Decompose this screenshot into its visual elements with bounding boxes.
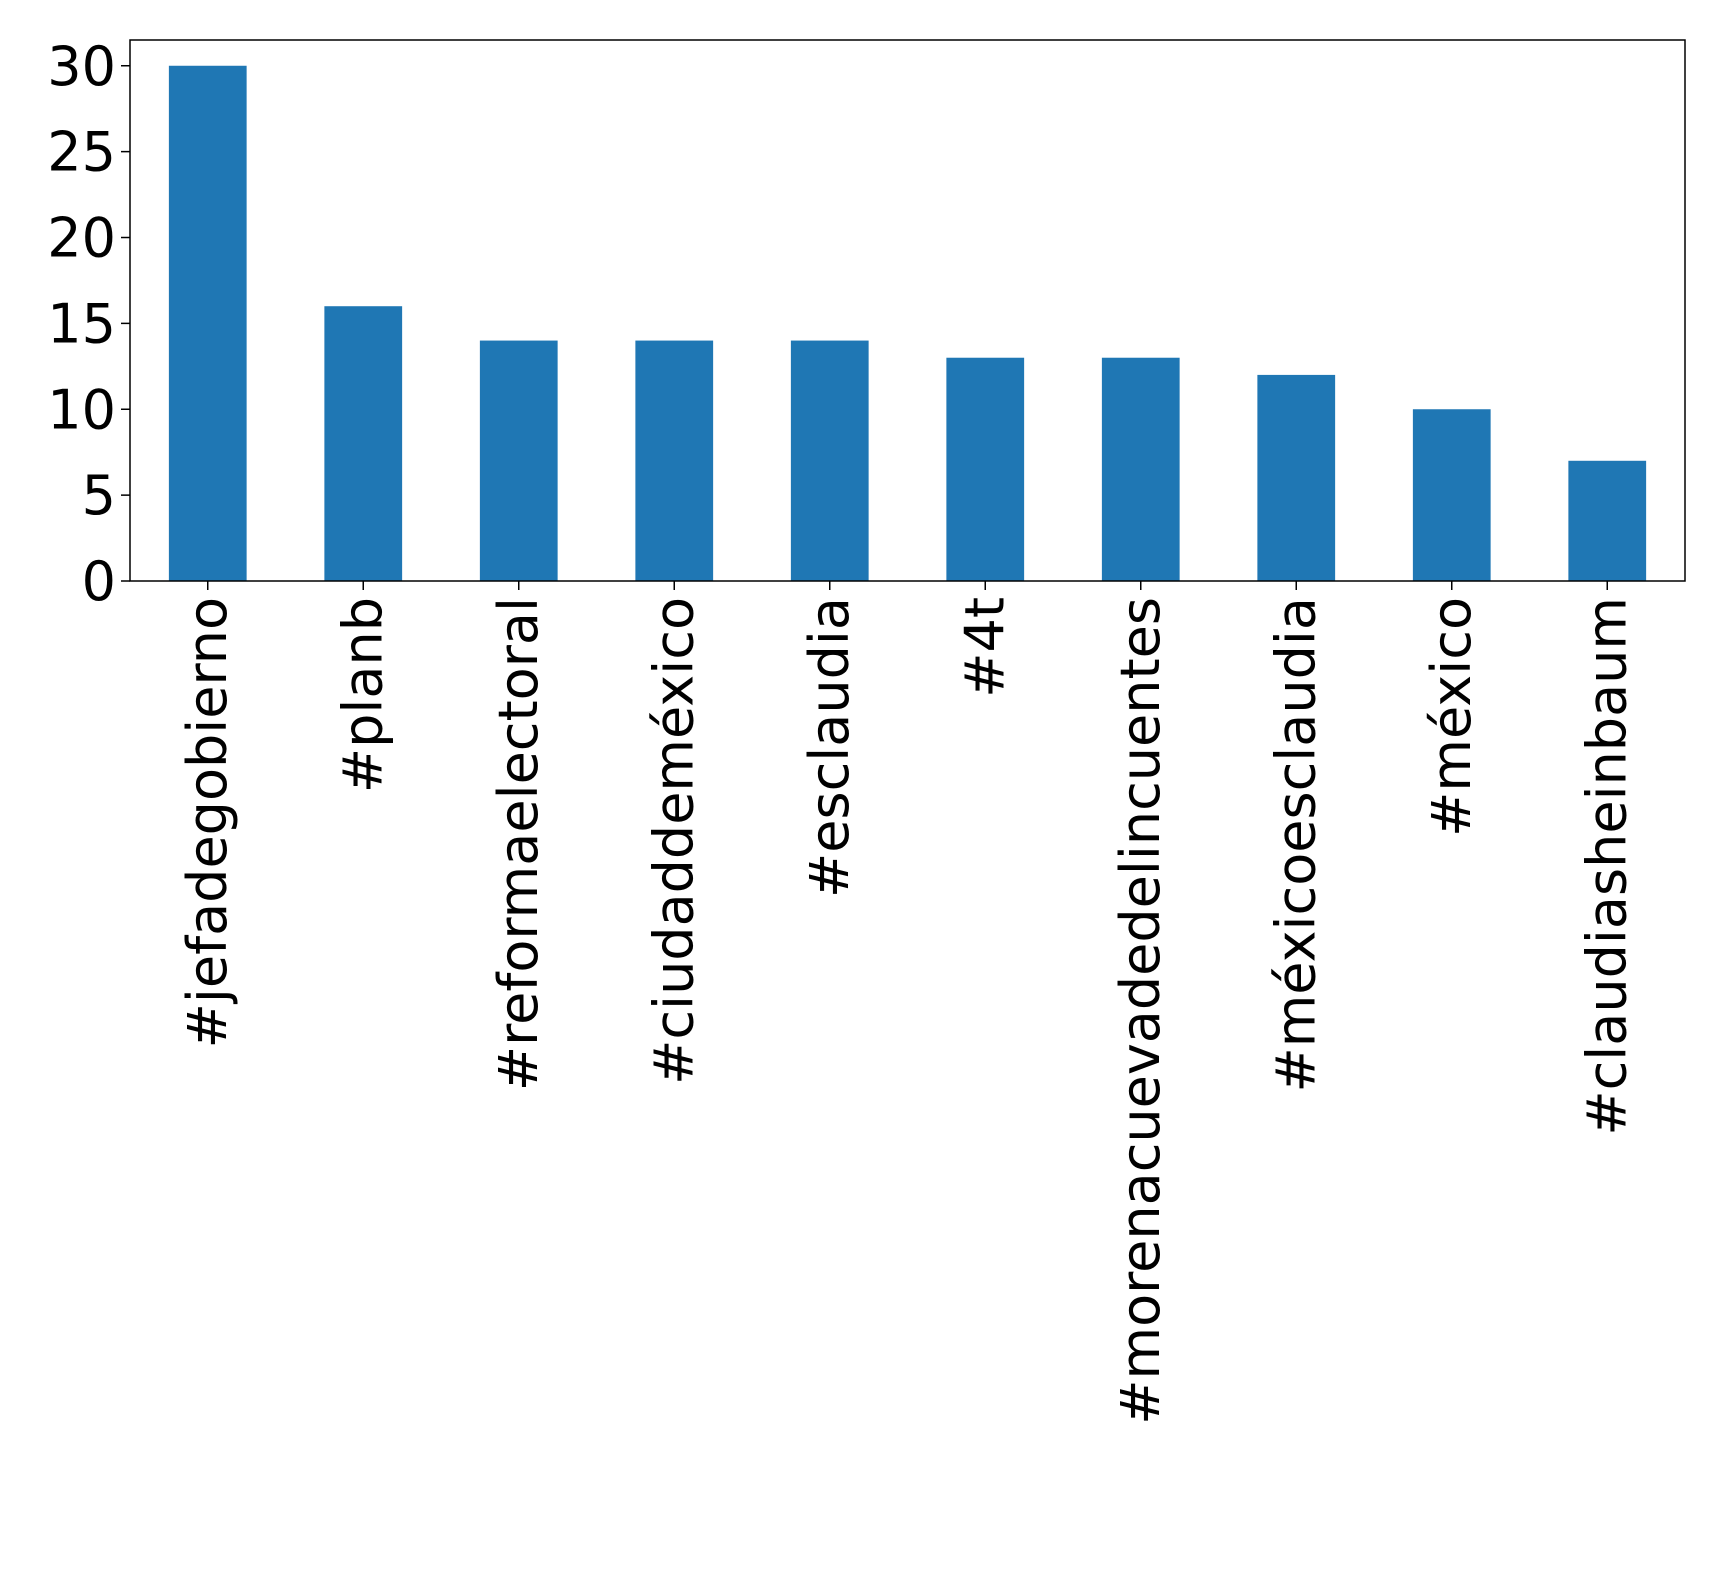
y-tick-label-4: 20 [47, 207, 116, 270]
x-tick-label-2: #reformaelectoral [487, 597, 550, 1091]
y-tick-label-5: 25 [47, 121, 116, 184]
bar-9 [1568, 460, 1647, 581]
x-tick-label-0: #jefadegobierno [176, 597, 239, 1048]
x-tick-label-8: #méxico [1420, 597, 1483, 837]
bar-4 [790, 340, 869, 581]
bar-0 [168, 65, 247, 581]
y-tick-label-1: 5 [82, 464, 116, 527]
bar-5 [946, 357, 1025, 581]
plot-area-frame [129, 39, 1686, 582]
bar-1 [324, 306, 403, 581]
bar-7 [1257, 374, 1336, 581]
bar-8 [1412, 409, 1491, 581]
bar-2 [479, 340, 558, 581]
x-tick-label-4: #esclaudia [798, 597, 861, 898]
x-tick-label-7: #méxicoesclaudia [1264, 597, 1327, 1093]
x-tick-label-9: #claudiasheinbaum [1575, 597, 1638, 1136]
y-axis: 0 5 10 15 20 25 30 [47, 35, 130, 613]
x-tick-label-6: #morenacuevadedelincuentes [1109, 597, 1172, 1425]
bar-3 [635, 340, 714, 581]
x-tick-label-3: #ciudaddeméxico [642, 597, 705, 1085]
bar-6 [1101, 357, 1180, 581]
y-tick-label-3: 15 [47, 292, 116, 355]
y-tick-label-0: 0 [82, 550, 116, 613]
x-tick-label-5: #4t [953, 597, 1016, 698]
y-tick-label-6: 30 [47, 35, 116, 98]
x-axis: #jefadegobierno #planb #reformaelectoral #c… [176, 581, 1638, 1425]
y-tick-label-2: 10 [47, 378, 116, 441]
bars [168, 65, 1647, 581]
x-tick-label-1: #planb [331, 597, 394, 793]
